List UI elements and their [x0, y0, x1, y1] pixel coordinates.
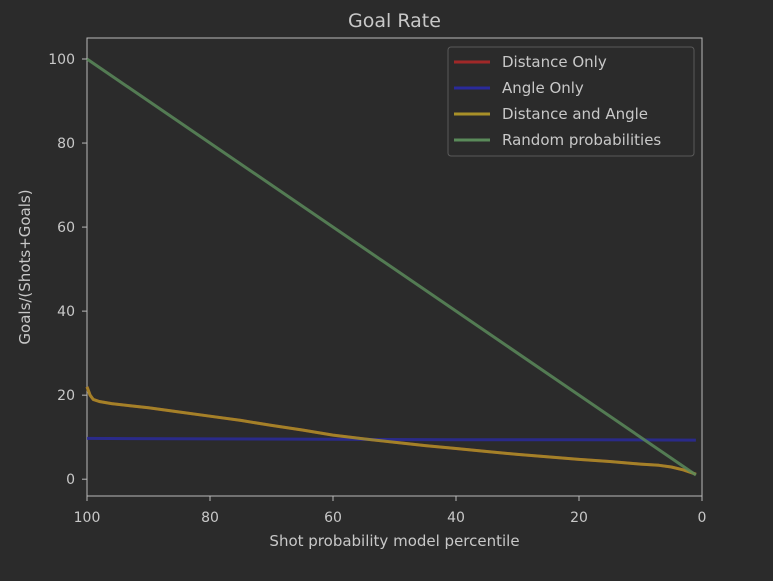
y-axis-label: Goals/(Shots+Goals) — [16, 189, 34, 344]
y-tick-label: 40 — [57, 304, 75, 320]
y-tick-label: 0 — [66, 472, 75, 488]
series-line-angle-only — [86, 436, 696, 442]
series-line-distance-and-angle — [85, 386, 697, 476]
legend-entry-label: Distance Only — [502, 53, 607, 71]
x-axis-ticks: 100 80 60 40 20 0 — [74, 496, 707, 526]
legend: Distance Only Angle Only Distance and Angl… — [447, 46, 695, 157]
x-tick-label: 60 — [324, 510, 342, 526]
legend-entry-label: Random probabilities — [502, 131, 661, 149]
y-tick-label: 60 — [57, 220, 75, 236]
x-tick-label: 80 — [201, 510, 219, 526]
x-tick-label: 100 — [74, 510, 101, 526]
x-tick-label: 0 — [698, 510, 707, 526]
y-tick-label: 80 — [57, 136, 75, 152]
x-tick-label: 40 — [447, 510, 465, 526]
legend-entry-label: Distance and Angle — [502, 105, 648, 123]
series-line-random-probabilities — [86, 57, 697, 477]
legend-entry-label: Angle Only — [502, 79, 584, 97]
x-tick-label: 20 — [570, 510, 588, 526]
y-axis-ticks: 0 20 40 60 80 100 — [48, 52, 87, 488]
x-axis-label: Shot probability model percentile — [269, 532, 519, 550]
axes-frame — [86, 37, 703, 497]
plot-area: 100 80 60 40 20 0 0 20 40 60 80 100 — [48, 37, 707, 526]
series-lines — [85, 57, 697, 477]
legend-box — [447, 46, 695, 157]
y-tick-label: 100 — [48, 52, 75, 68]
chart-title: Goal Rate — [348, 10, 441, 32]
y-tick-label: 20 — [57, 388, 75, 404]
